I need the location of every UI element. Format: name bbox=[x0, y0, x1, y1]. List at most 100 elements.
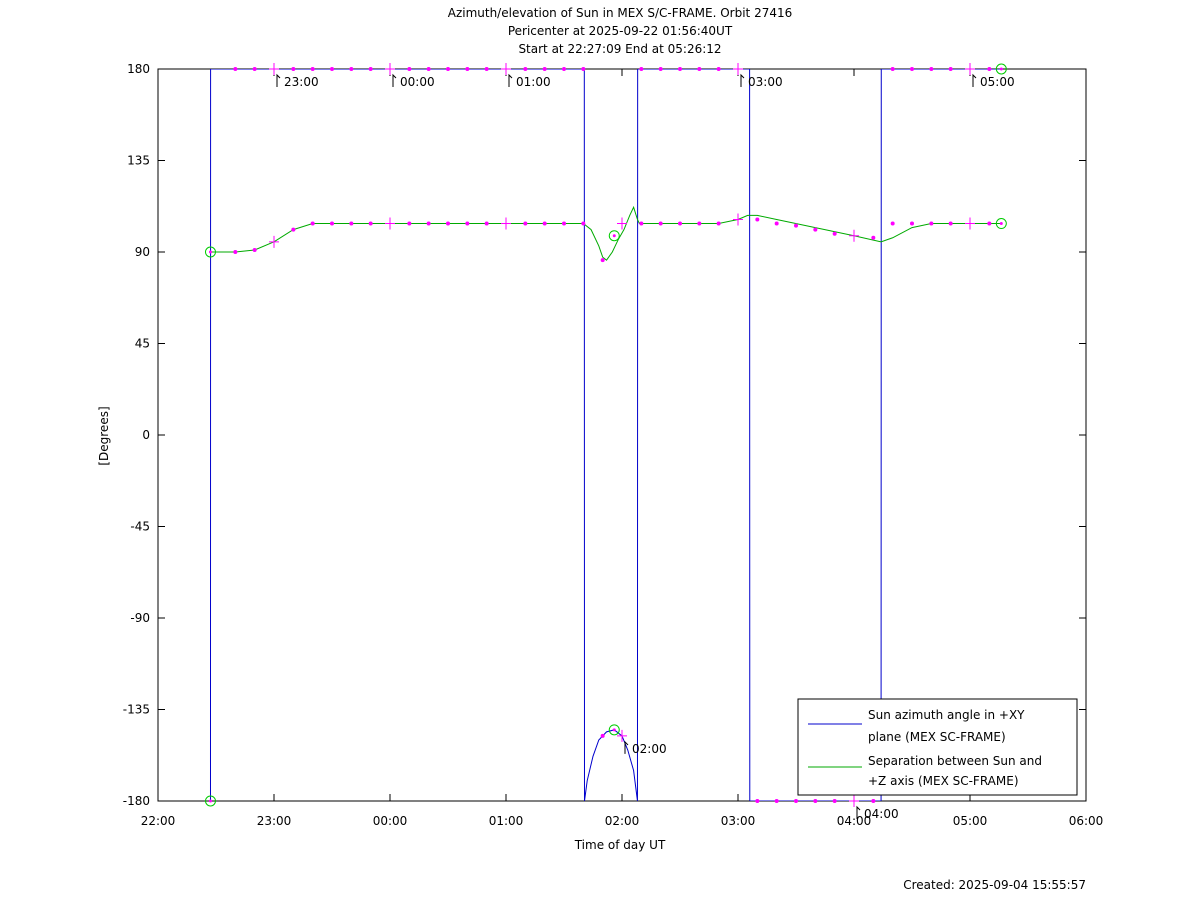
azimuth-cross-marker bbox=[501, 63, 511, 75]
azimuth-dot-marker bbox=[678, 67, 682, 71]
separation-dot-marker bbox=[658, 221, 663, 226]
title-line-3: Start at 22:27:09 End at 05:26:12 bbox=[518, 42, 721, 56]
separation-cross-marker bbox=[385, 217, 395, 230]
y-tick-label: 0 bbox=[142, 428, 150, 442]
event-circle-marker bbox=[995, 63, 1007, 75]
separation-dot-marker bbox=[368, 221, 373, 226]
azimuth-dot-marker bbox=[426, 67, 431, 71]
time-annotation-label: 04:00 bbox=[864, 807, 899, 821]
separation-dot-marker bbox=[774, 221, 779, 226]
separation-dot-marker bbox=[716, 221, 721, 226]
azimuth-dot-marker bbox=[639, 67, 644, 71]
series-line-azimuth bbox=[209, 69, 1002, 801]
event-circle-marker bbox=[608, 724, 620, 736]
separation-dot-marker bbox=[697, 221, 702, 226]
time-annotation-label: 02:00 bbox=[632, 742, 667, 756]
x-tick-label: 22:00 bbox=[141, 814, 176, 828]
annotation-pointer bbox=[856, 805, 861, 819]
separation-dot-marker bbox=[600, 258, 605, 263]
azimuth-dot-marker bbox=[600, 733, 605, 738]
azimuth-dot-marker bbox=[291, 67, 296, 71]
azimuth-dot-marker bbox=[581, 67, 586, 71]
y-tick-label: -135 bbox=[123, 703, 150, 717]
x-tick-label: 03:00 bbox=[721, 814, 756, 828]
time-annotation-label: 00:00 bbox=[400, 75, 435, 89]
legend: Sun azimuth angle in +XY plane (MEX SC-F… bbox=[797, 698, 1078, 796]
event-circle-center bbox=[208, 799, 212, 803]
series-layer bbox=[209, 69, 1002, 801]
azimuth-dot-marker bbox=[987, 67, 992, 71]
separation-cross-marker bbox=[733, 213, 743, 226]
separation-dot-marker bbox=[910, 221, 914, 226]
separation-dot-marker bbox=[832, 231, 837, 236]
event-circle-marker bbox=[608, 230, 620, 242]
event-circle-marker bbox=[204, 795, 216, 807]
separation-dot-marker bbox=[484, 221, 489, 226]
separation-cross-marker bbox=[965, 217, 975, 230]
y-tick-label: 45 bbox=[135, 337, 150, 351]
legend-label-separation-1: Separation between Sun and bbox=[868, 754, 1042, 768]
azimuth-dot-marker bbox=[368, 67, 373, 71]
separation-dot-marker bbox=[291, 227, 296, 232]
azimuth-cross-marker bbox=[385, 63, 395, 75]
annotation-pointer bbox=[276, 73, 281, 87]
event-circle-center bbox=[612, 728, 616, 732]
azimuth-dot-marker bbox=[813, 799, 818, 803]
event-circle-marker bbox=[995, 218, 1007, 230]
annotation-pointer bbox=[624, 740, 629, 754]
separation-dot-marker bbox=[310, 221, 315, 226]
legend-label-azimuth-1: Sun azimuth angle in +XY bbox=[868, 708, 1025, 722]
x-tick-label: 23:00 bbox=[257, 814, 292, 828]
separation-dot-marker bbox=[987, 221, 992, 226]
azimuth-dot-marker bbox=[716, 67, 721, 71]
annotation-pointer bbox=[508, 73, 513, 87]
event-circle-center bbox=[999, 222, 1003, 226]
x-tick-label: 00:00 bbox=[373, 814, 408, 828]
separation-dot-marker bbox=[465, 221, 470, 226]
separation-cross-marker bbox=[617, 217, 627, 230]
separation-dot-marker bbox=[330, 221, 334, 226]
y-tick-label: 135 bbox=[127, 154, 150, 168]
azimuth-dot-marker bbox=[446, 67, 450, 71]
series-line-separation bbox=[210, 205, 1002, 261]
azimuth-dot-marker bbox=[774, 799, 779, 803]
x-tick-label: 01:00 bbox=[489, 814, 524, 828]
azimuth-dot-marker bbox=[697, 67, 702, 71]
y-tick-label: 90 bbox=[135, 245, 150, 259]
time-annotation-label: 23:00 bbox=[284, 75, 319, 89]
azimuth-dot-marker bbox=[929, 67, 934, 71]
azimuth-cross-marker bbox=[965, 63, 975, 75]
separation-dot-marker bbox=[755, 217, 760, 222]
x-tick-label: 06:00 bbox=[1069, 814, 1104, 828]
azimuth-dot-marker bbox=[484, 67, 489, 71]
title-line-1: Azimuth/elevation of Sun in MEX S/C-FRAM… bbox=[448, 6, 793, 20]
separation-cross-marker bbox=[501, 217, 511, 230]
azimuth-dot-marker bbox=[407, 67, 412, 71]
separation-dot-marker bbox=[523, 221, 528, 226]
azimuth-dot-marker bbox=[910, 67, 914, 71]
azimuth-dot-marker bbox=[948, 67, 953, 71]
separation-dot-marker bbox=[581, 221, 586, 226]
y-tick-label: -90 bbox=[130, 611, 150, 625]
separation-dot-marker bbox=[426, 221, 431, 226]
legend-label-separation-2: +Z axis (MEX SC-FRAME) bbox=[868, 774, 1019, 788]
created-timestamp: Created: 2025-09-04 15:55:57 bbox=[903, 878, 1086, 892]
time-annotation-label: 01:00 bbox=[516, 75, 551, 89]
azimuth-dot-marker bbox=[871, 799, 876, 803]
separation-dot-marker bbox=[929, 221, 934, 226]
legend-label-azimuth-2: plane (MEX SC-FRAME) bbox=[868, 730, 1006, 744]
azimuth-dot-marker bbox=[330, 67, 334, 71]
x-axis-label: Time of day UT bbox=[574, 838, 666, 852]
separation-dot-marker bbox=[639, 221, 644, 226]
y-tick-label: -180 bbox=[123, 794, 150, 808]
y-axis-label: [Degrees] bbox=[97, 406, 111, 465]
x-tick-label: 02:00 bbox=[605, 814, 640, 828]
azimuth-dot-marker bbox=[349, 67, 354, 71]
marker-layer bbox=[204, 63, 1007, 807]
annotation-pointer bbox=[740, 73, 745, 87]
separation-dot-marker bbox=[871, 235, 876, 240]
separation-dot-marker bbox=[446, 221, 450, 226]
azimuth-dot-marker bbox=[890, 67, 895, 71]
separation-dot-marker bbox=[542, 221, 547, 226]
azimuth-dot-marker bbox=[252, 67, 257, 71]
